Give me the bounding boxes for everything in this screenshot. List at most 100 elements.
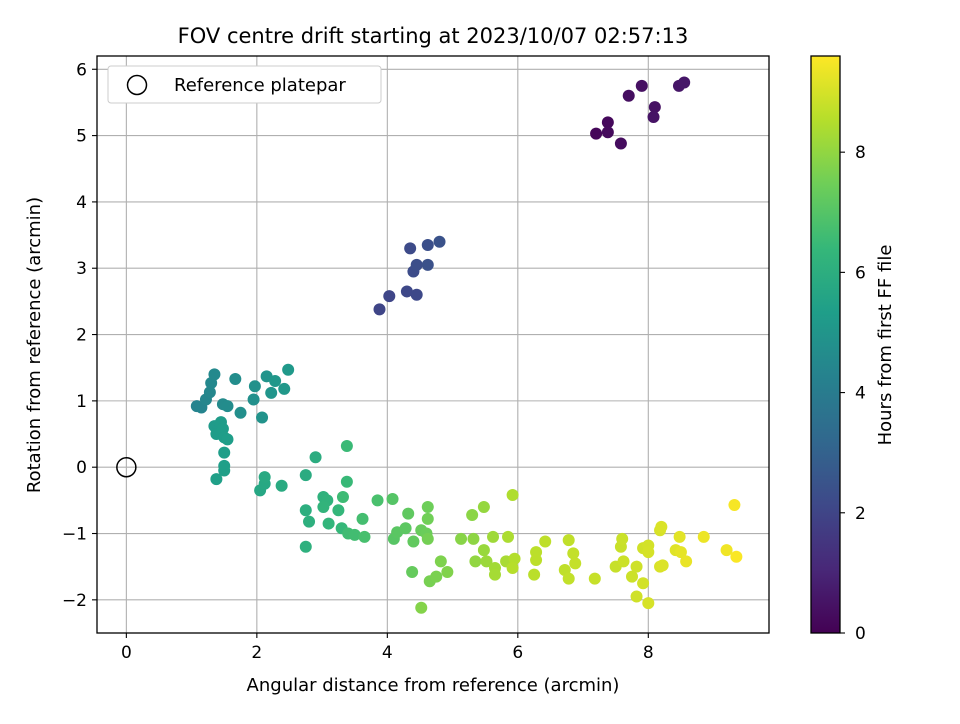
colorbar-gradient <box>810 55 841 634</box>
data-point <box>358 530 371 543</box>
data-point <box>234 406 247 419</box>
data-point <box>275 479 288 492</box>
data-point <box>269 374 282 387</box>
data-point <box>421 532 434 545</box>
data-point <box>221 433 234 446</box>
y-tick-label: 0 <box>76 458 87 478</box>
data-point <box>616 532 629 545</box>
x-tick-label: 4 <box>382 643 393 663</box>
data-point <box>588 572 601 585</box>
data-point <box>720 544 733 557</box>
legend-label: Reference platepar <box>174 75 346 96</box>
data-point <box>282 363 295 376</box>
colorbar-tick-label: 2 <box>855 504 866 524</box>
data-point <box>528 568 541 581</box>
legend-marker <box>126 74 148 96</box>
data-point <box>434 555 447 568</box>
data-point <box>373 303 386 316</box>
data-point <box>410 258 423 271</box>
data-point <box>247 393 260 406</box>
data-point <box>278 382 291 395</box>
y-tick-label: 2 <box>76 326 87 346</box>
y-axis-ticks: −2 −1 0 1 2 3 4 5 6 <box>62 60 97 611</box>
data-point <box>208 368 221 381</box>
data-point <box>477 500 490 513</box>
data-point <box>421 258 434 271</box>
data-point <box>642 597 655 610</box>
data-point <box>404 242 417 255</box>
colorbar: 0 2 4 6 8 Hours from first FF file <box>810 55 896 644</box>
data-point <box>210 473 223 486</box>
data-point <box>421 239 434 252</box>
data-point <box>430 570 443 583</box>
legend-box <box>107 65 382 104</box>
data-point <box>399 522 412 535</box>
colorbar-tick-label: 6 <box>855 263 866 283</box>
data-point <box>406 565 419 578</box>
colorbar-label: Hours from first FF file <box>875 245 896 446</box>
data-point <box>562 534 575 547</box>
x-tick-label: 0 <box>121 643 132 663</box>
data-point <box>655 520 668 533</box>
data-point <box>371 494 384 507</box>
data-point <box>590 127 603 140</box>
data-point <box>386 493 399 506</box>
data-point <box>299 540 312 553</box>
data-point <box>697 530 710 543</box>
data-point <box>678 76 691 89</box>
data-point <box>530 554 543 567</box>
data-point <box>248 380 261 393</box>
data-point <box>673 530 686 543</box>
x-tick-label: 8 <box>643 643 654 663</box>
data-point <box>502 530 515 543</box>
x-axis-label: Angular distance from reference (arcmin) <box>247 675 620 696</box>
colorbar-tick-label: 4 <box>855 384 866 404</box>
data-point <box>601 116 614 129</box>
data-point <box>421 512 434 525</box>
data-point <box>506 562 519 575</box>
grid-lines <box>97 56 769 633</box>
data-point <box>410 288 423 301</box>
data-point <box>203 386 216 399</box>
data-point <box>642 546 655 559</box>
data-point <box>562 572 575 585</box>
data-point <box>402 507 415 520</box>
data-point <box>218 446 231 459</box>
data-point <box>356 512 369 525</box>
data-point <box>299 504 312 517</box>
x-tick-label: 6 <box>512 643 523 663</box>
data-point <box>630 590 643 603</box>
data-point <box>674 546 687 559</box>
data-point <box>303 515 316 528</box>
data-point <box>614 137 627 150</box>
data-point <box>567 547 580 560</box>
data-point <box>336 491 349 504</box>
data-point <box>258 471 271 484</box>
data-point <box>309 451 322 464</box>
data-point <box>487 530 500 543</box>
data-point <box>332 504 345 517</box>
data-point <box>728 498 741 511</box>
data-point <box>218 464 231 477</box>
data-point <box>477 544 490 557</box>
data-point <box>348 528 361 541</box>
data-point <box>680 555 693 568</box>
data-point <box>630 560 643 573</box>
data-point <box>340 475 353 488</box>
y-tick-label: 3 <box>76 259 87 279</box>
data-point <box>488 568 501 581</box>
data-point <box>229 372 242 385</box>
legend: Reference platepar <box>107 65 382 104</box>
data-point <box>637 577 650 590</box>
reference-marker <box>116 456 137 478</box>
data-point <box>601 126 614 139</box>
data-point <box>467 532 480 545</box>
data-point <box>265 386 278 399</box>
data-point <box>421 500 434 513</box>
data-point <box>383 290 396 303</box>
data-point <box>617 555 630 568</box>
data-point <box>625 570 638 583</box>
y-axis-label: Rotation from reference (arcmin) <box>24 197 45 493</box>
data-point <box>569 557 582 570</box>
